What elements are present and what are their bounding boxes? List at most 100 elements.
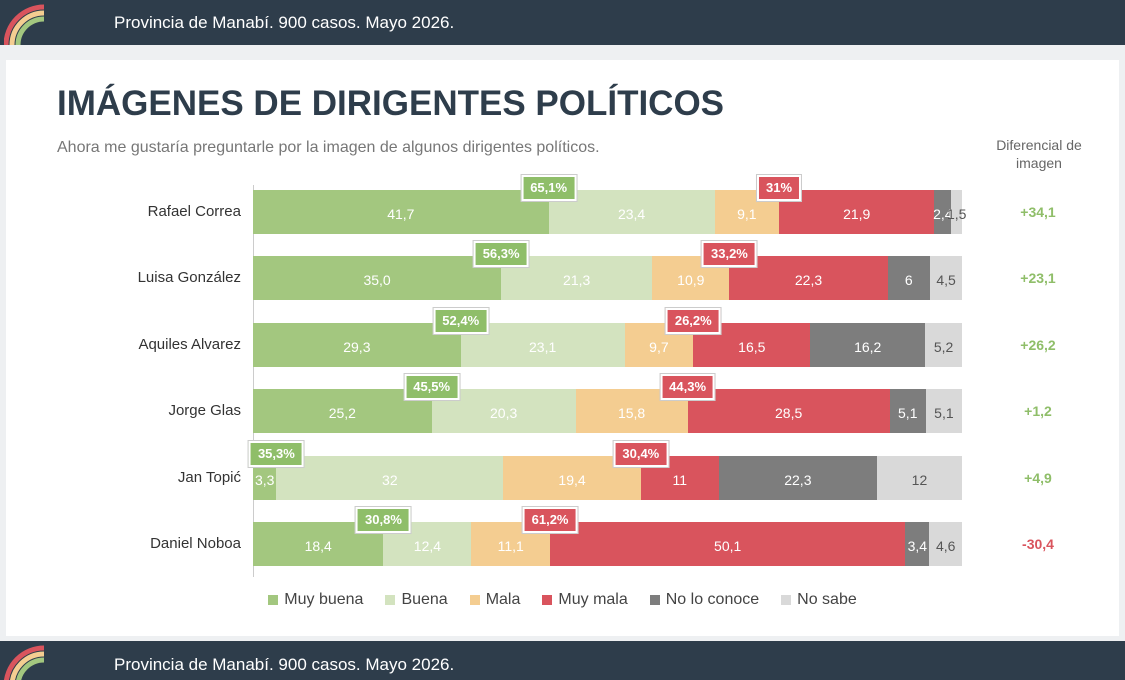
header-text: Provincia de Manabí. 900 casos. Mayo 202… bbox=[114, 13, 455, 32]
value-label: 22,3 bbox=[794, 272, 823, 289]
legend-item: Muy mala bbox=[542, 591, 628, 609]
value-label: 9,1 bbox=[737, 206, 757, 222]
bar-segment bbox=[687, 389, 890, 434]
value-label: 12 bbox=[911, 471, 928, 488]
footer-bar: Provincia de Manabí. 900 casos. Mayo 202… bbox=[0, 641, 1125, 680]
negative-badge: 61,2% bbox=[522, 507, 578, 533]
legend-swatch bbox=[469, 595, 480, 605]
value-label: 32 bbox=[382, 471, 398, 488]
category-label: Jorge Glas bbox=[168, 402, 241, 420]
legend-swatch bbox=[649, 595, 660, 605]
bar-segment bbox=[253, 389, 432, 434]
difference-label: +4,9 bbox=[1024, 469, 1052, 486]
value-label: 25,2 bbox=[328, 405, 356, 422]
value-label: 10,9 bbox=[677, 272, 705, 289]
value-label: 28,5 bbox=[775, 405, 803, 422]
value-label: 1,5 bbox=[946, 206, 967, 222]
bar-segment bbox=[889, 389, 926, 434]
value-label: 41,7 bbox=[387, 206, 415, 222]
negative-badge: 30,4% bbox=[613, 440, 669, 467]
value-label: 19,4 bbox=[558, 471, 586, 488]
legend-label: Muy buena bbox=[284, 591, 364, 608]
legend-swatch bbox=[268, 595, 279, 605]
legend-label: No lo conoce bbox=[665, 591, 760, 608]
legend-swatch bbox=[385, 595, 396, 605]
value-label: 20,3 bbox=[490, 405, 518, 422]
legend: Muy buena Buena Mala Muy mala No lo conoce No… bbox=[0, 591, 1125, 609]
bar-segment bbox=[876, 455, 962, 500]
value-label: 50,1 bbox=[714, 538, 742, 554]
bar-segment bbox=[887, 256, 931, 301]
category-label: Daniel Noboa bbox=[150, 535, 241, 552]
legend-label: Muy mala bbox=[558, 591, 628, 608]
logo bbox=[4, 645, 45, 680]
positive-badge: 52,4% bbox=[433, 307, 489, 334]
legend-label: Mala bbox=[485, 591, 521, 608]
difference-label: -30,4 bbox=[1022, 536, 1054, 552]
legend-item: Muy buena bbox=[268, 591, 363, 609]
positive-badge: 65,1% bbox=[521, 175, 577, 201]
value-label: 4,5 bbox=[936, 272, 956, 289]
bar-segment bbox=[779, 190, 935, 234]
category-label: Jan Topić bbox=[177, 468, 241, 486]
value-label: 35,0 bbox=[363, 272, 391, 289]
value-label: 15,8 bbox=[617, 405, 646, 422]
legend-item: No lo conoce bbox=[649, 591, 760, 609]
bar-segment bbox=[925, 322, 962, 367]
bar-segment bbox=[930, 256, 962, 301]
value-label: 11 bbox=[672, 471, 688, 488]
value-label: 21,9 bbox=[843, 206, 871, 222]
positive-badge: 45,5% bbox=[404, 374, 460, 401]
category-label: Rafael Correa bbox=[147, 203, 241, 220]
value-label: 21,3 bbox=[563, 272, 591, 289]
legend-swatch bbox=[781, 595, 792, 605]
positive-badge: 35,3% bbox=[248, 440, 304, 467]
bar-segment bbox=[934, 190, 952, 234]
legend-item: No sabe bbox=[781, 591, 857, 609]
bar-segment bbox=[810, 322, 926, 367]
difference-label: +26,2 bbox=[1020, 336, 1056, 353]
chart-title: IMÁGENES DE DIRIGENTES POLÍTICOS bbox=[57, 84, 725, 123]
value-label: 3,3 bbox=[254, 471, 275, 488]
value-label: 5,2 bbox=[933, 338, 954, 355]
value-label: 29,3 bbox=[343, 338, 371, 355]
bar-segment bbox=[925, 389, 962, 434]
header-bar: Provincia de Manabí. 900 casos. Mayo 202… bbox=[0, 0, 1125, 45]
bar-segment bbox=[951, 190, 962, 234]
axis-line bbox=[253, 185, 254, 577]
negative-badge: 44,3% bbox=[660, 374, 716, 401]
value-label: 23,1 bbox=[529, 338, 557, 355]
bar-segment bbox=[253, 322, 461, 367]
legend-swatch bbox=[542, 595, 553, 605]
legend-label: No sabe bbox=[797, 591, 857, 608]
negative-badge: 26,2% bbox=[665, 307, 721, 334]
value-label: 18,4 bbox=[304, 538, 332, 554]
category-label: Luisa González bbox=[137, 269, 241, 287]
value-label: 3,4 bbox=[907, 538, 928, 554]
bar-segment bbox=[276, 455, 504, 500]
value-label: 5,1 bbox=[898, 405, 918, 422]
difference-label: +23,1 bbox=[1020, 270, 1056, 287]
footer-text: Provincia de Manabí. 900 casos. Mayo 202… bbox=[114, 655, 455, 674]
value-label: 12,4 bbox=[413, 538, 442, 554]
value-label: 4,6 bbox=[935, 538, 956, 554]
value-label: 16,2 bbox=[854, 338, 882, 355]
bar-segment bbox=[253, 190, 549, 234]
difference-label: +34,1 bbox=[1020, 204, 1056, 220]
difference-label: +1,2 bbox=[1024, 403, 1052, 420]
legend-label: Buena bbox=[401, 591, 448, 608]
value-label: 16,5 bbox=[738, 338, 766, 355]
bar-segment bbox=[905, 522, 930, 566]
value-label: 22,3 bbox=[784, 471, 812, 488]
bar-segment bbox=[253, 256, 502, 301]
value-label: 5,1 bbox=[934, 405, 954, 422]
value-label: 9,7 bbox=[649, 338, 669, 355]
bar-segment bbox=[718, 455, 877, 500]
bar-segment bbox=[929, 522, 962, 566]
positive-badge: 56,3% bbox=[473, 241, 529, 268]
value-label: 11,1 bbox=[497, 538, 524, 554]
legend-item: Buena bbox=[385, 591, 448, 609]
category-label: Aquiles Alvarez bbox=[138, 335, 241, 353]
value-label: 23,4 bbox=[617, 206, 646, 222]
